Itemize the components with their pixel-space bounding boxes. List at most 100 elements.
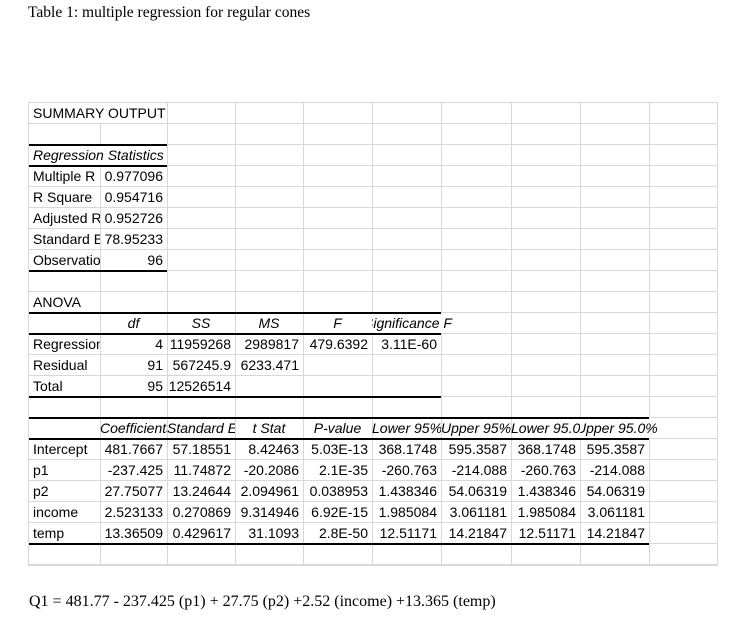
cell-header-f: F — [333, 315, 342, 331]
cell-coef-label: p2 — [33, 483, 49, 499]
sheet-row: R Square 0.954716 — [29, 187, 717, 208]
cell: 11.74872 — [173, 462, 231, 478]
cell: 1.438346 — [517, 483, 576, 499]
header-text: Significance F — [372, 315, 452, 331]
gridline-v — [511, 103, 512, 565]
spreadsheet: SUMMARY OUTPUT Regression Statistics Mul… — [28, 102, 718, 566]
sheet-row: Regression Statistics — [29, 145, 717, 166]
cell: -214.088 — [589, 462, 645, 478]
cell-anova-row-label: Regression — [33, 336, 100, 352]
cell: 1.438346 — [378, 483, 437, 499]
cell-anova-row-label: Residual — [33, 357, 88, 373]
header-text: Upper 95.0% — [580, 420, 658, 436]
cell: 95 — [147, 378, 163, 394]
table-caption: Table 1: multiple regression for regular… — [28, 4, 311, 21]
cell-stat-value: 78.95233 — [104, 231, 163, 247]
sheet-row: Intercept 481.7667 57.18551 8.42463 5.03… — [29, 439, 717, 460]
cell: -260.763 — [381, 462, 437, 478]
cell: 3.061181 — [449, 504, 507, 520]
cell: 567245.9 — [172, 357, 231, 373]
cell-header-standard-error: Standard Error — [167, 420, 235, 436]
section-border — [29, 396, 441, 398]
cell: 481.7667 — [104, 441, 163, 457]
sheet-row: SUMMARY OUTPUT — [29, 103, 717, 124]
section-border — [29, 165, 167, 167]
cell: 11959268 — [169, 336, 231, 352]
cell: -20.2086 — [243, 462, 299, 478]
section-border — [29, 438, 649, 440]
cell: 13.36509 — [104, 525, 163, 541]
cell: 6233.471 — [240, 357, 299, 373]
cell: 12.51171 — [379, 525, 437, 541]
regression-equation: Q1 = 481.77 - 237.425 (p1) + 27.75 (p2) … — [29, 593, 496, 610]
cell-header-ss: SS — [191, 315, 211, 331]
cell-coef-label: temp — [33, 525, 65, 541]
cell-anova-label: ANOVA — [33, 294, 81, 310]
cell: 0.038953 — [309, 483, 368, 499]
section-border — [29, 270, 167, 272]
cell: -260.763 — [520, 462, 576, 478]
section-border — [29, 144, 167, 146]
cell-header-lower-95: Lower 95% — [372, 420, 441, 436]
cell: 2.523133 — [104, 504, 163, 520]
cell-stat-label: Standard Error — [33, 231, 100, 247]
sheet-row: income 2.523133 0.270869 9.314946 6.92E-… — [29, 502, 717, 523]
cell-header-upper-95: Upper 95% — [441, 420, 511, 436]
cell: 8.42463 — [248, 441, 299, 457]
section-border — [29, 417, 649, 419]
cell: 0.270869 — [172, 504, 231, 520]
cell: 1.985084 — [517, 504, 576, 520]
cell-stat-value: 0.952726 — [104, 210, 163, 226]
cell: 31.1093 — [248, 525, 299, 541]
cell-header-df: df — [127, 315, 140, 331]
cell-stat-label: Multiple R — [33, 168, 96, 184]
sheet-row: p2 27.75077 13.24644 2.094961 0.038953 1… — [29, 481, 717, 502]
cell-summary-output: SUMMARY OUTPUT — [29, 103, 167, 123]
cell: 12.51171 — [518, 525, 576, 541]
cell: 14.21847 — [448, 525, 507, 541]
sheet-row: temp 13.36509 0.429617 31.1093 2.8E-50 1… — [29, 523, 717, 544]
cell: 2989817 — [244, 336, 299, 352]
cell: 1.985084 — [378, 504, 437, 520]
cell-header-upper-95-0: Upper 95.0% — [580, 418, 717, 438]
cell: 368.1748 — [378, 441, 437, 457]
cell: 595.3587 — [586, 441, 645, 457]
cell: 368.1748 — [517, 441, 576, 457]
cell-coef-label: income — [33, 504, 79, 520]
sheet-row: Coefficients Standard Error t Stat P-val… — [29, 418, 717, 439]
gridline-v — [580, 103, 581, 565]
cell-coef-label: p1 — [33, 462, 49, 478]
sheet-row: Regression 4 11959268 2989817 479.6392 3… — [29, 334, 717, 355]
sheet-row: Multiple R 0.977096 — [29, 166, 717, 187]
sheet-row: df SS MS F Significance F — [29, 313, 717, 334]
cell-stat-label: Adjusted R Square — [33, 210, 100, 226]
gridline-v — [649, 103, 650, 565]
sheet-row: Total 95 12526514 — [29, 376, 717, 397]
cell-stat-label: R Square — [33, 189, 93, 205]
section-border — [29, 333, 441, 335]
cell: 0.429617 — [172, 525, 231, 541]
cell: 2.8E-50 — [318, 525, 368, 541]
cell: 3.11E-60 — [381, 336, 437, 352]
cell: 13.24644 — [172, 483, 231, 499]
cell: -214.088 — [451, 462, 507, 478]
sheet-row: Observations 96 — [29, 250, 717, 271]
cell-header-coefficients: Coefficients — [100, 420, 167, 436]
cell: 479.6392 — [309, 336, 368, 352]
sheet-row: Standard Error 78.95233 — [29, 229, 717, 250]
cell: -237.425 — [107, 462, 163, 478]
section-border — [29, 543, 649, 545]
sheet-row: p1 -237.425 11.74872 -20.2086 2.1E-35 -2… — [29, 460, 717, 481]
cell-coef-label: Intercept — [33, 441, 88, 457]
cell: 2.094961 — [240, 483, 299, 499]
sheet-row: ANOVA — [29, 292, 717, 313]
cell-header-t-stat: t Stat — [252, 420, 286, 436]
cell: 595.3587 — [448, 441, 507, 457]
cell: 9.314946 — [240, 504, 299, 520]
cell-header-p-value: P-value — [313, 420, 362, 436]
cell-header-lower-95-0: Lower 95.0% — [511, 420, 580, 436]
cell-stat-value: 96 — [147, 252, 163, 268]
cell: 12526514 — [168, 378, 231, 394]
cell-stat-value: 0.977096 — [104, 168, 163, 184]
